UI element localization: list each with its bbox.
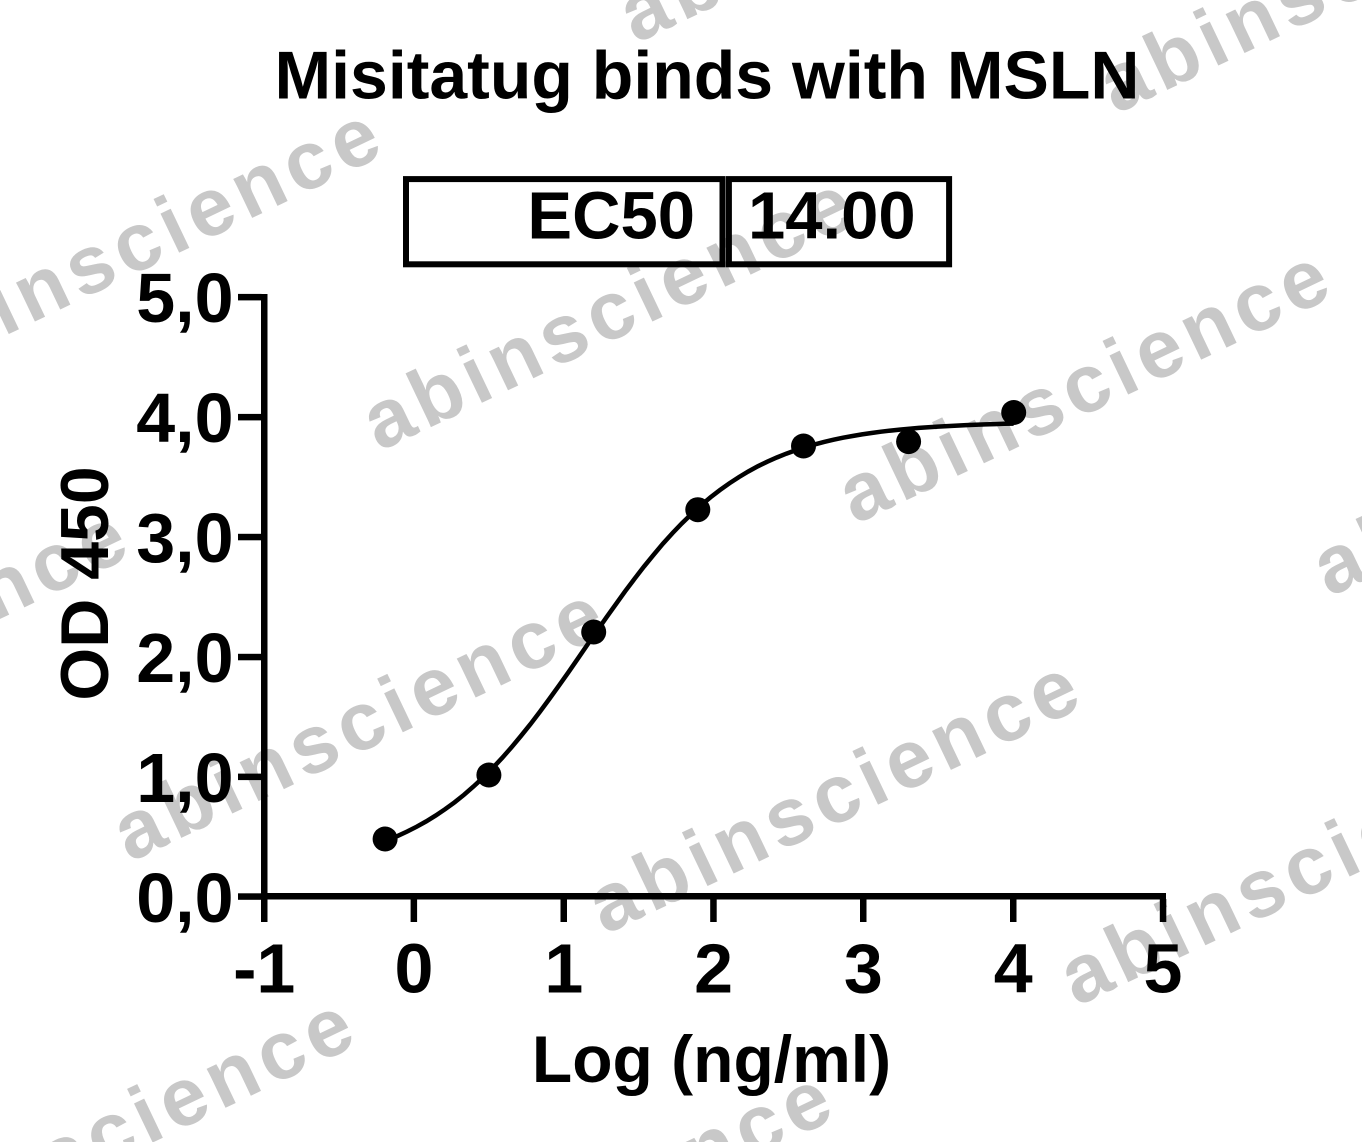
- svg-text:14.00: 14.00: [748, 179, 916, 254]
- svg-text:2: 2: [694, 930, 733, 1008]
- svg-text:2,0: 2,0: [136, 619, 233, 697]
- svg-text:3: 3: [844, 930, 883, 1008]
- svg-text:OD 450: OD 450: [47, 466, 123, 700]
- svg-text:5: 5: [1144, 930, 1183, 1008]
- svg-text:Misitatug binds with MSLN: Misitatug binds with MSLN: [274, 38, 1139, 114]
- svg-text:5,0: 5,0: [136, 259, 233, 337]
- svg-text:0,0: 0,0: [136, 859, 233, 937]
- svg-text:0: 0: [395, 930, 434, 1008]
- svg-text:Log (ng/ml): Log (ng/ml): [532, 1022, 891, 1096]
- svg-text:1: 1: [544, 930, 583, 1008]
- svg-text:4,0: 4,0: [136, 379, 233, 457]
- svg-text:1,0: 1,0: [136, 739, 233, 817]
- svg-text:4: 4: [994, 930, 1033, 1008]
- svg-text:EC50: EC50: [527, 179, 695, 254]
- svg-text:-1: -1: [233, 930, 295, 1008]
- svg-text:3,0: 3,0: [136, 499, 233, 577]
